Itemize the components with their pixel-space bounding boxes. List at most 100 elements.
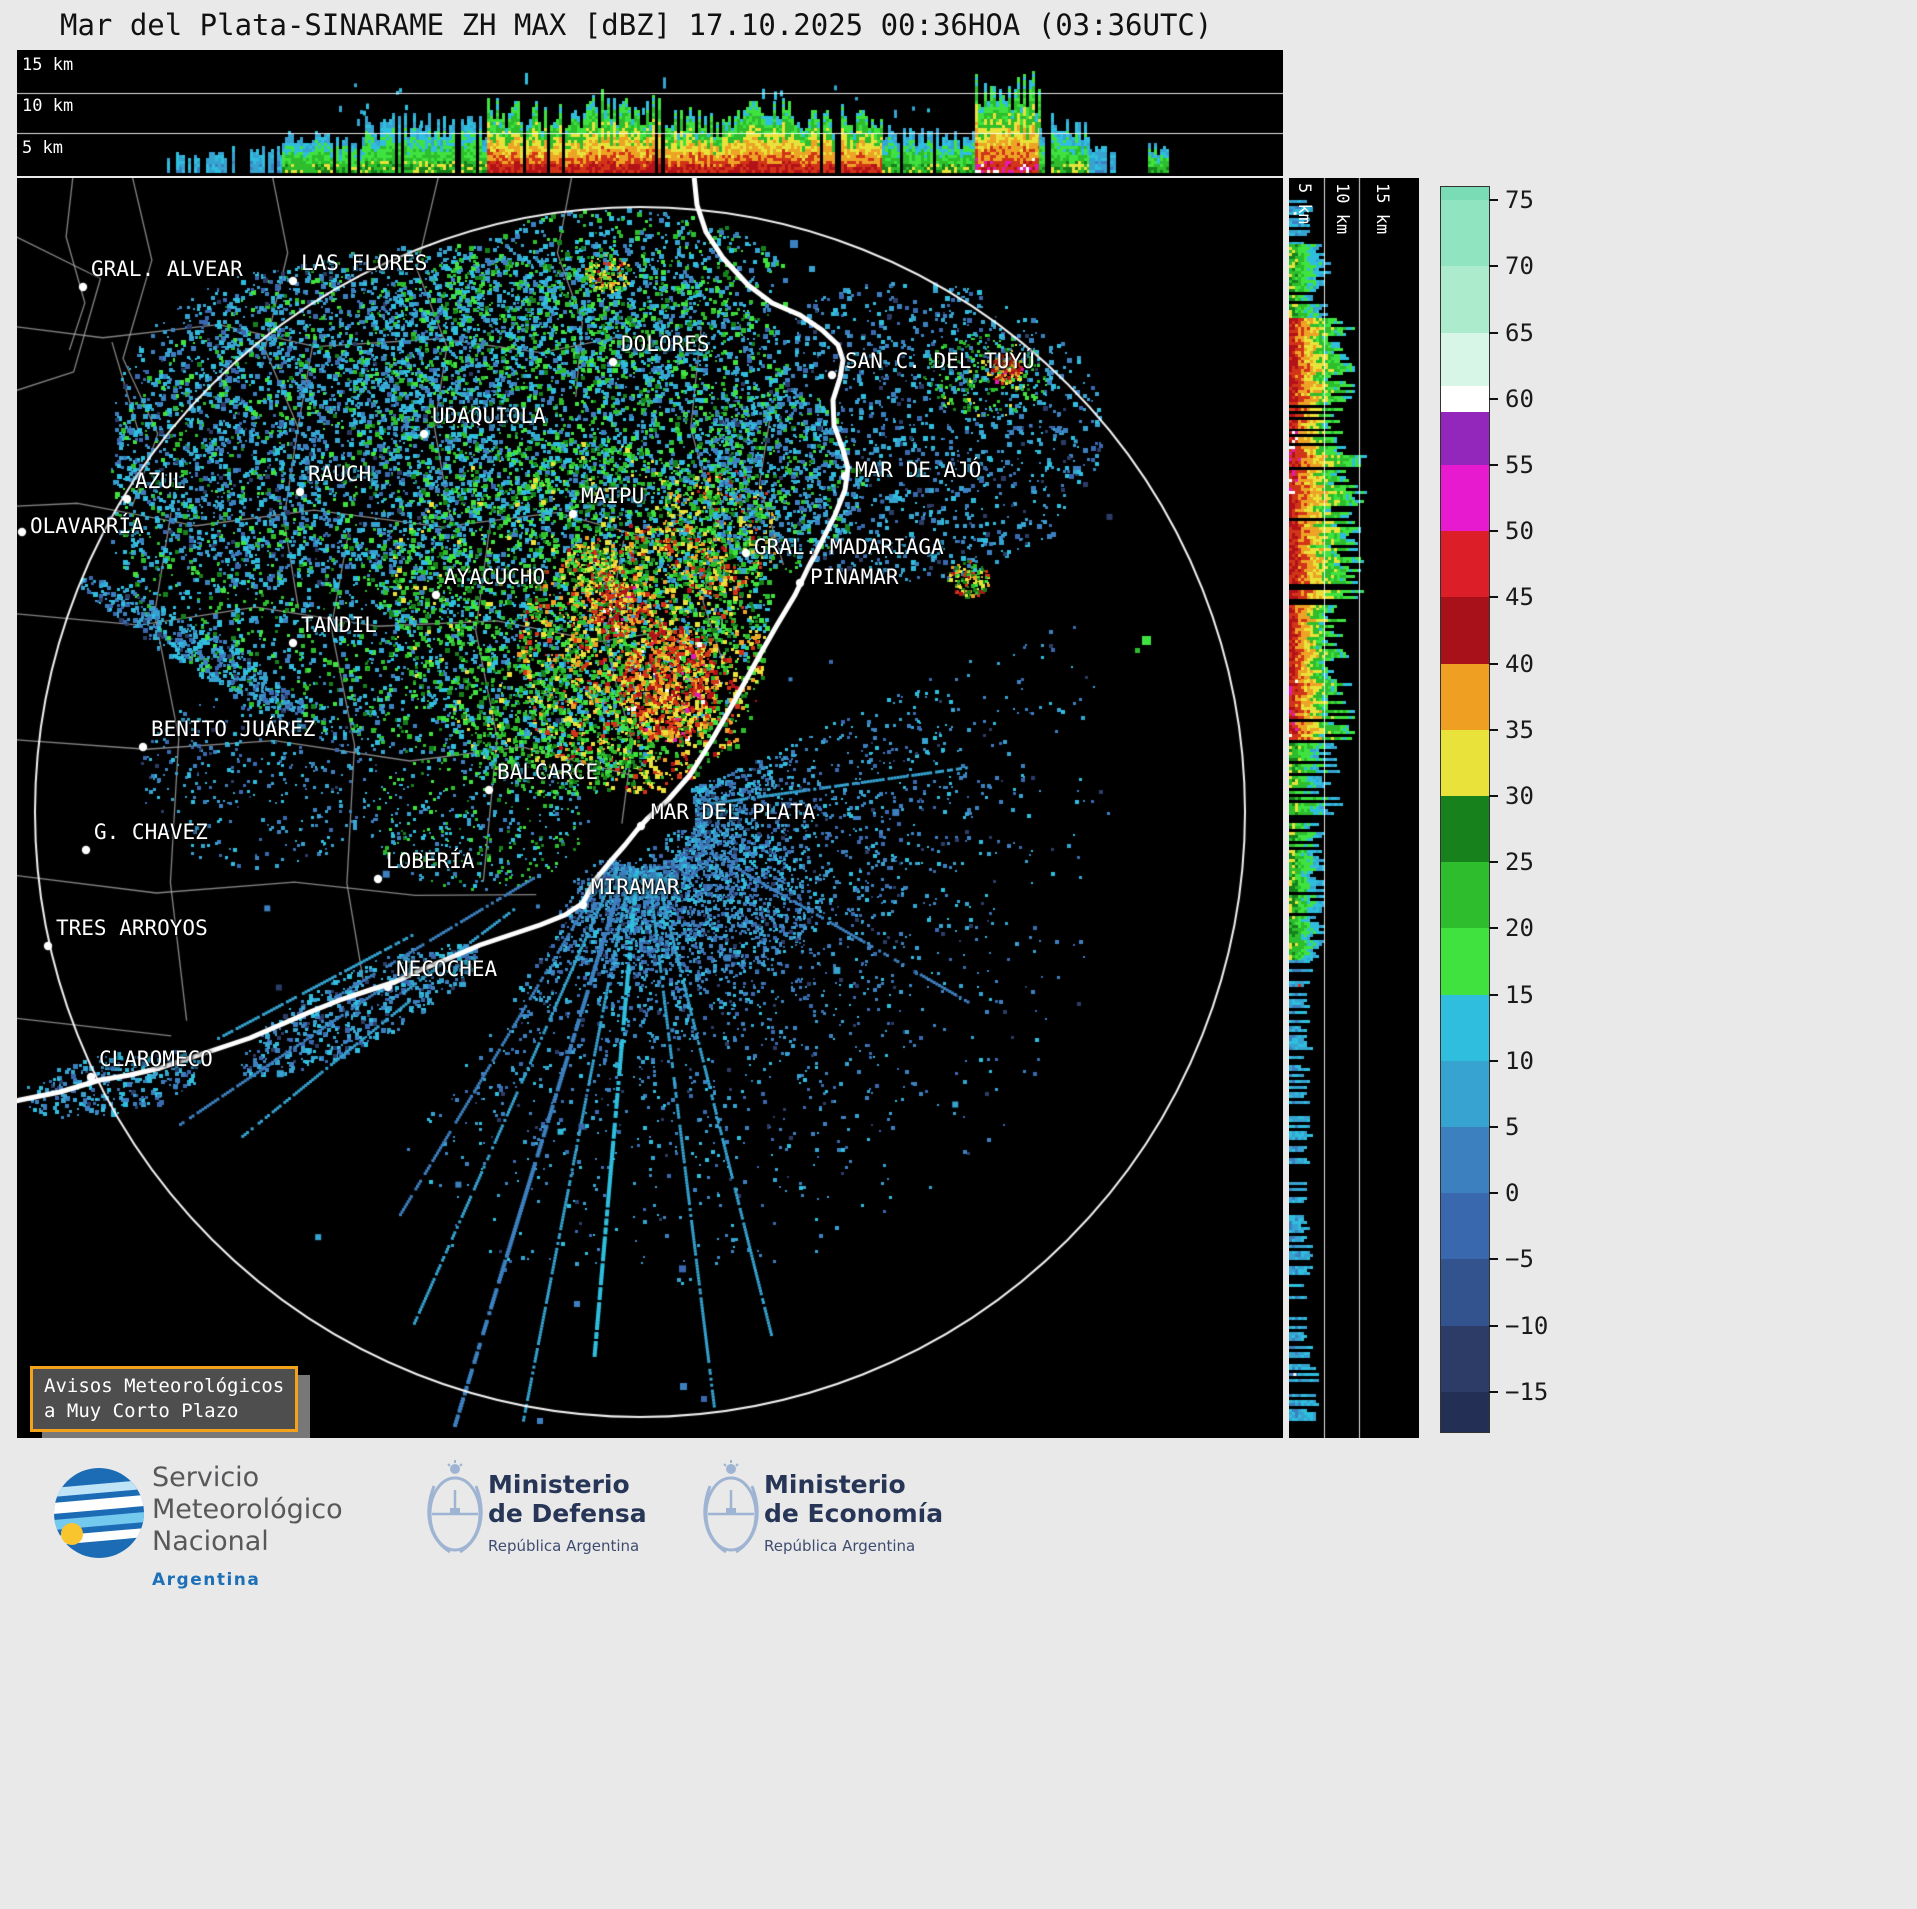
- colorbar-tick-label: 75: [1505, 186, 1534, 215]
- colorbar-band: [1441, 200, 1489, 267]
- colorbar-tick-mark: [1489, 1324, 1498, 1327]
- colorbar-tick-label: 30: [1505, 782, 1534, 811]
- city-label: SAN C. DEL TUYÚ: [845, 349, 1035, 373]
- city-label: PINAMAR: [810, 565, 899, 589]
- colorbar-band: [1441, 465, 1489, 532]
- colorbar-tick-label: 65: [1505, 318, 1534, 347]
- city-label: MAIPU: [581, 484, 645, 508]
- city-label: BENITO JUÁREZ: [151, 717, 316, 741]
- colorbar-band: [1441, 796, 1489, 863]
- city-label: BALCARCE: [497, 760, 599, 784]
- ministry-economia-sub: República Argentina: [764, 1537, 916, 1555]
- colorbar-tick-mark: [1489, 199, 1498, 202]
- ministry-defensa: Ministerio de Defensa República Argentin…: [488, 1470, 647, 1555]
- colorbar-tick-label: −15: [1505, 1377, 1549, 1406]
- axis-label-5km: 5 km: [1294, 183, 1314, 224]
- right-profile-canvas: [1289, 178, 1419, 1438]
- colorbar-tick-mark: [1489, 728, 1498, 731]
- colorbar-tick-label: 5: [1505, 1113, 1520, 1142]
- colorbar-band: [1441, 531, 1489, 598]
- colorbar-tick-label: 60: [1505, 384, 1534, 413]
- city-label: CLAROMECO: [99, 1047, 213, 1071]
- city-label: AYACUCHO: [444, 565, 546, 589]
- colorbar-tick-mark: [1489, 662, 1498, 665]
- colorbar-band: [1441, 597, 1489, 665]
- colorbar-ticks: 75 70 65 60 55 50 45 40 35 30 25 20 15 10 5 0 −5 −10 −15: [1489, 186, 1609, 1432]
- colorbar-tick-mark: [1489, 265, 1498, 268]
- colorbar-band: [1441, 862, 1489, 929]
- city-label: TANDIL: [301, 613, 377, 637]
- colorbar-tick-mark: [1489, 596, 1498, 599]
- city-label: LOBERÍA: [386, 849, 475, 873]
- colorbar-tick-mark: [1489, 331, 1498, 334]
- city-label: LAS FLORES: [301, 251, 428, 275]
- smn-wordmark: Servicio Meteorológico Nacional Argentin…: [152, 1462, 343, 1596]
- top-profile-panel: 15 km 10 km 5 km: [17, 50, 1283, 176]
- city-label: GRAL. MADARIAGA: [754, 535, 944, 559]
- colorbar-tick-mark: [1489, 1192, 1498, 1195]
- right-profile-panel: 5 km 10 km 15 km: [1289, 178, 1419, 1438]
- colorbar-tick-label: 35: [1505, 715, 1534, 744]
- colorbar: [1440, 186, 1490, 1433]
- colorbar-tick-label: 20: [1505, 914, 1534, 943]
- warning-line-1: Avisos Meteorológicos: [44, 1375, 285, 1397]
- smn-name-line1: Servicio: [152, 1462, 260, 1493]
- colorbar-tick-label: 0: [1505, 1179, 1520, 1208]
- colorbar-band: [1441, 385, 1489, 413]
- colorbar-tick-label: 10: [1505, 1046, 1534, 1075]
- smn-country: Argentina: [152, 1570, 261, 1590]
- colorbar-band: [1441, 994, 1489, 1062]
- colorbar-band: [1441, 412, 1489, 466]
- city-label: AZUL: [135, 469, 186, 493]
- smn-name-line3: Nacional: [152, 1526, 269, 1557]
- colorbar-tick-mark: [1489, 1059, 1498, 1062]
- colorbar-band: [1441, 729, 1489, 797]
- colorbar-band: [1441, 928, 1489, 996]
- warning-banner[interactable]: Avisos Meteorológicos a Muy Corto Plazo: [30, 1366, 299, 1432]
- colorbar-band: [1441, 266, 1489, 334]
- colorbar-tick-label: 40: [1505, 649, 1534, 678]
- colorbar-tick-mark: [1489, 1258, 1498, 1261]
- ministry-economia-line1: Ministerio: [764, 1470, 906, 1499]
- colorbar-tick-mark: [1489, 397, 1498, 400]
- city-label: GRAL. ALVEAR: [91, 257, 243, 281]
- ministry-defensa-line1: Ministerio: [488, 1470, 630, 1499]
- ministry-economia-line2: de Economía: [764, 1499, 944, 1528]
- colorbar-tick-mark: [1489, 1390, 1498, 1393]
- ppi-panel: GRAL. ALVEAR LAS FLORES DOLORES SAN C. DEL …: [17, 178, 1283, 1438]
- footer: Servicio Meteorológico Nacional Argentin…: [0, 1456, 1917, 1596]
- colorbar-band: [1441, 332, 1489, 387]
- city-label: G. CHAVEZ: [94, 820, 208, 844]
- ppi-canvas: [17, 178, 1283, 1438]
- city-label: MAR DE AJÓ: [855, 458, 982, 482]
- colorbar-tick-label: 15: [1505, 980, 1534, 1009]
- colorbar-band: [1441, 1193, 1489, 1260]
- colorbar-tick-label: −5: [1505, 1245, 1534, 1274]
- colorbar-tick-mark: [1489, 530, 1498, 533]
- city-label: NECOCHEA: [396, 957, 498, 981]
- colorbar-tick-mark: [1489, 927, 1498, 930]
- city-label: DOLORES: [621, 332, 710, 356]
- city-label: MAR DEL PLATA: [651, 800, 816, 824]
- colorbar-tick-label: 70: [1505, 252, 1534, 281]
- colorbar-tick-label: 55: [1505, 451, 1534, 480]
- colorbar-band: [1441, 663, 1489, 731]
- colorbar-band: [1441, 1325, 1489, 1393]
- colorbar-band: [1441, 1259, 1489, 1327]
- city-label: MIRAMAR: [591, 875, 680, 899]
- axis-label-5km: 5 km: [22, 138, 63, 158]
- ministry-defensa-sub: República Argentina: [488, 1537, 640, 1555]
- top-profile-canvas: [17, 50, 1283, 176]
- ministry-economia: Ministerio de Economía República Argenti…: [764, 1470, 943, 1555]
- colorbar-tick-mark: [1489, 795, 1498, 798]
- city-label: TRES ARROYOS: [56, 916, 208, 940]
- axis-label-15km: 15 km: [1372, 183, 1392, 235]
- colorbar-band: [1441, 1127, 1489, 1194]
- defensa-coat-of-arms-icon: [424, 1460, 486, 1560]
- colorbar-tick-mark: [1489, 861, 1498, 864]
- city-label: RAUCH: [308, 462, 372, 486]
- city-label: UDAQUIOLA: [432, 404, 546, 428]
- colorbar-band: [1441, 1391, 1489, 1433]
- smn-logo-icon: [50, 1468, 148, 1558]
